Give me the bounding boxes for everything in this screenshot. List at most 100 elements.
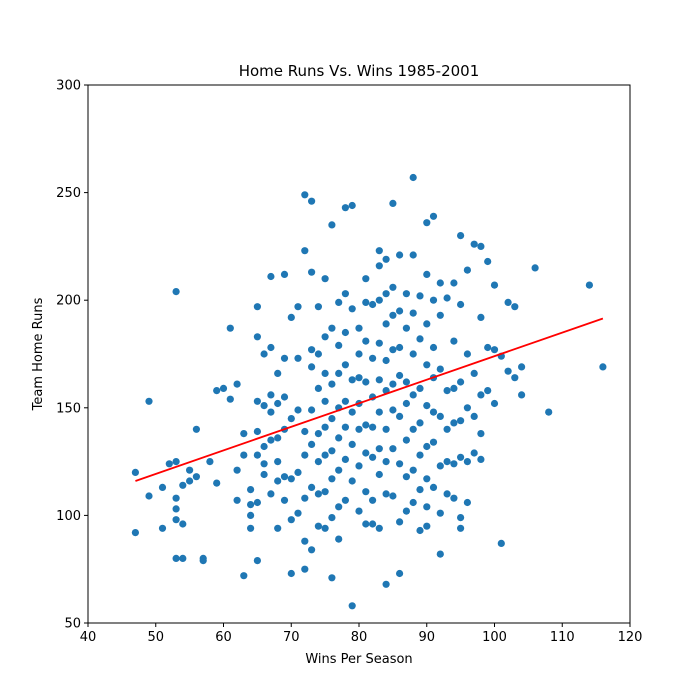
data-point <box>267 343 275 352</box>
data-point <box>253 427 261 436</box>
data-point <box>382 290 390 298</box>
data-point <box>341 397 349 405</box>
data-point <box>362 421 370 429</box>
data-point <box>335 503 343 511</box>
data-point <box>328 324 336 332</box>
data-point <box>511 374 519 382</box>
data-point <box>179 554 187 563</box>
data-point <box>396 307 404 315</box>
data-point <box>355 507 363 515</box>
data-point <box>423 522 431 530</box>
data-point <box>348 440 356 448</box>
data-point <box>402 378 410 386</box>
x-tick-label: 70 <box>283 630 300 645</box>
data-point <box>355 462 363 470</box>
data-point <box>497 539 505 548</box>
data-point <box>375 524 383 532</box>
data-point <box>416 335 424 343</box>
data-point <box>490 346 499 354</box>
data-point <box>402 507 410 515</box>
data-point <box>423 270 431 278</box>
data-point <box>450 419 458 427</box>
data-point <box>341 361 349 369</box>
data-point <box>477 391 485 399</box>
x-tick-label: 40 <box>80 630 97 645</box>
data-point <box>470 412 478 420</box>
data-point <box>253 451 261 459</box>
data-point <box>314 350 322 358</box>
data-point <box>328 475 336 483</box>
data-point <box>145 492 153 500</box>
data-point <box>240 572 248 580</box>
data-point <box>321 275 329 283</box>
data-point <box>267 272 275 281</box>
data-point <box>355 425 363 433</box>
data-point <box>389 492 397 500</box>
data-point <box>362 337 370 345</box>
data-point <box>280 393 289 401</box>
data-point <box>396 371 404 380</box>
data-point <box>382 425 390 433</box>
data-point <box>274 458 282 466</box>
data-point <box>362 488 370 496</box>
y-tick-label: 150 <box>56 401 81 416</box>
data-point <box>396 412 404 420</box>
data-point <box>260 442 268 451</box>
data-point <box>226 395 234 403</box>
data-point <box>463 404 471 412</box>
data-point <box>253 498 261 507</box>
data-point <box>213 387 221 395</box>
data-point <box>416 384 424 392</box>
data-point <box>450 460 458 468</box>
data-point <box>274 399 282 408</box>
data-point <box>429 483 438 491</box>
data-point <box>450 279 458 287</box>
x-tick-label: 50 <box>147 630 164 645</box>
x-axis-ticks: 40 50 60 70 80 90 100 110 120 <box>80 623 642 645</box>
x-tick-label: 100 <box>482 630 507 645</box>
data-point <box>308 546 316 554</box>
data-point <box>409 498 417 507</box>
data-point <box>240 451 248 459</box>
data-point <box>328 415 336 423</box>
data-point <box>409 173 417 182</box>
data-point <box>457 524 465 532</box>
data-point <box>504 298 512 306</box>
data-point <box>585 281 594 289</box>
data-point <box>314 303 322 311</box>
data-point <box>518 363 526 371</box>
data-point <box>389 380 397 388</box>
data-point <box>192 473 200 481</box>
data-point <box>443 458 451 466</box>
data-point <box>416 451 424 459</box>
data-point <box>382 255 390 263</box>
data-point <box>470 369 478 377</box>
data-point <box>267 391 275 399</box>
data-point <box>165 460 173 468</box>
x-tick-label: 90 <box>418 630 435 645</box>
data-point <box>409 425 417 433</box>
data-point <box>477 455 485 463</box>
data-point <box>301 427 309 436</box>
data-point <box>450 384 458 392</box>
data-point <box>457 378 465 386</box>
data-point <box>274 434 282 442</box>
data-point <box>314 384 322 392</box>
data-point <box>429 438 438 446</box>
data-point <box>335 341 343 349</box>
data-point <box>206 458 214 466</box>
data-point <box>443 425 451 433</box>
data-point <box>382 490 390 498</box>
data-point <box>172 494 180 502</box>
data-point <box>308 440 316 448</box>
data-point <box>226 324 234 332</box>
data-point <box>131 529 139 537</box>
data-point <box>436 412 444 420</box>
data-point <box>267 490 275 498</box>
x-tick-label: 110 <box>550 630 575 645</box>
data-point <box>402 473 410 481</box>
data-points <box>131 173 607 610</box>
data-point <box>463 350 471 358</box>
data-point <box>341 455 349 463</box>
